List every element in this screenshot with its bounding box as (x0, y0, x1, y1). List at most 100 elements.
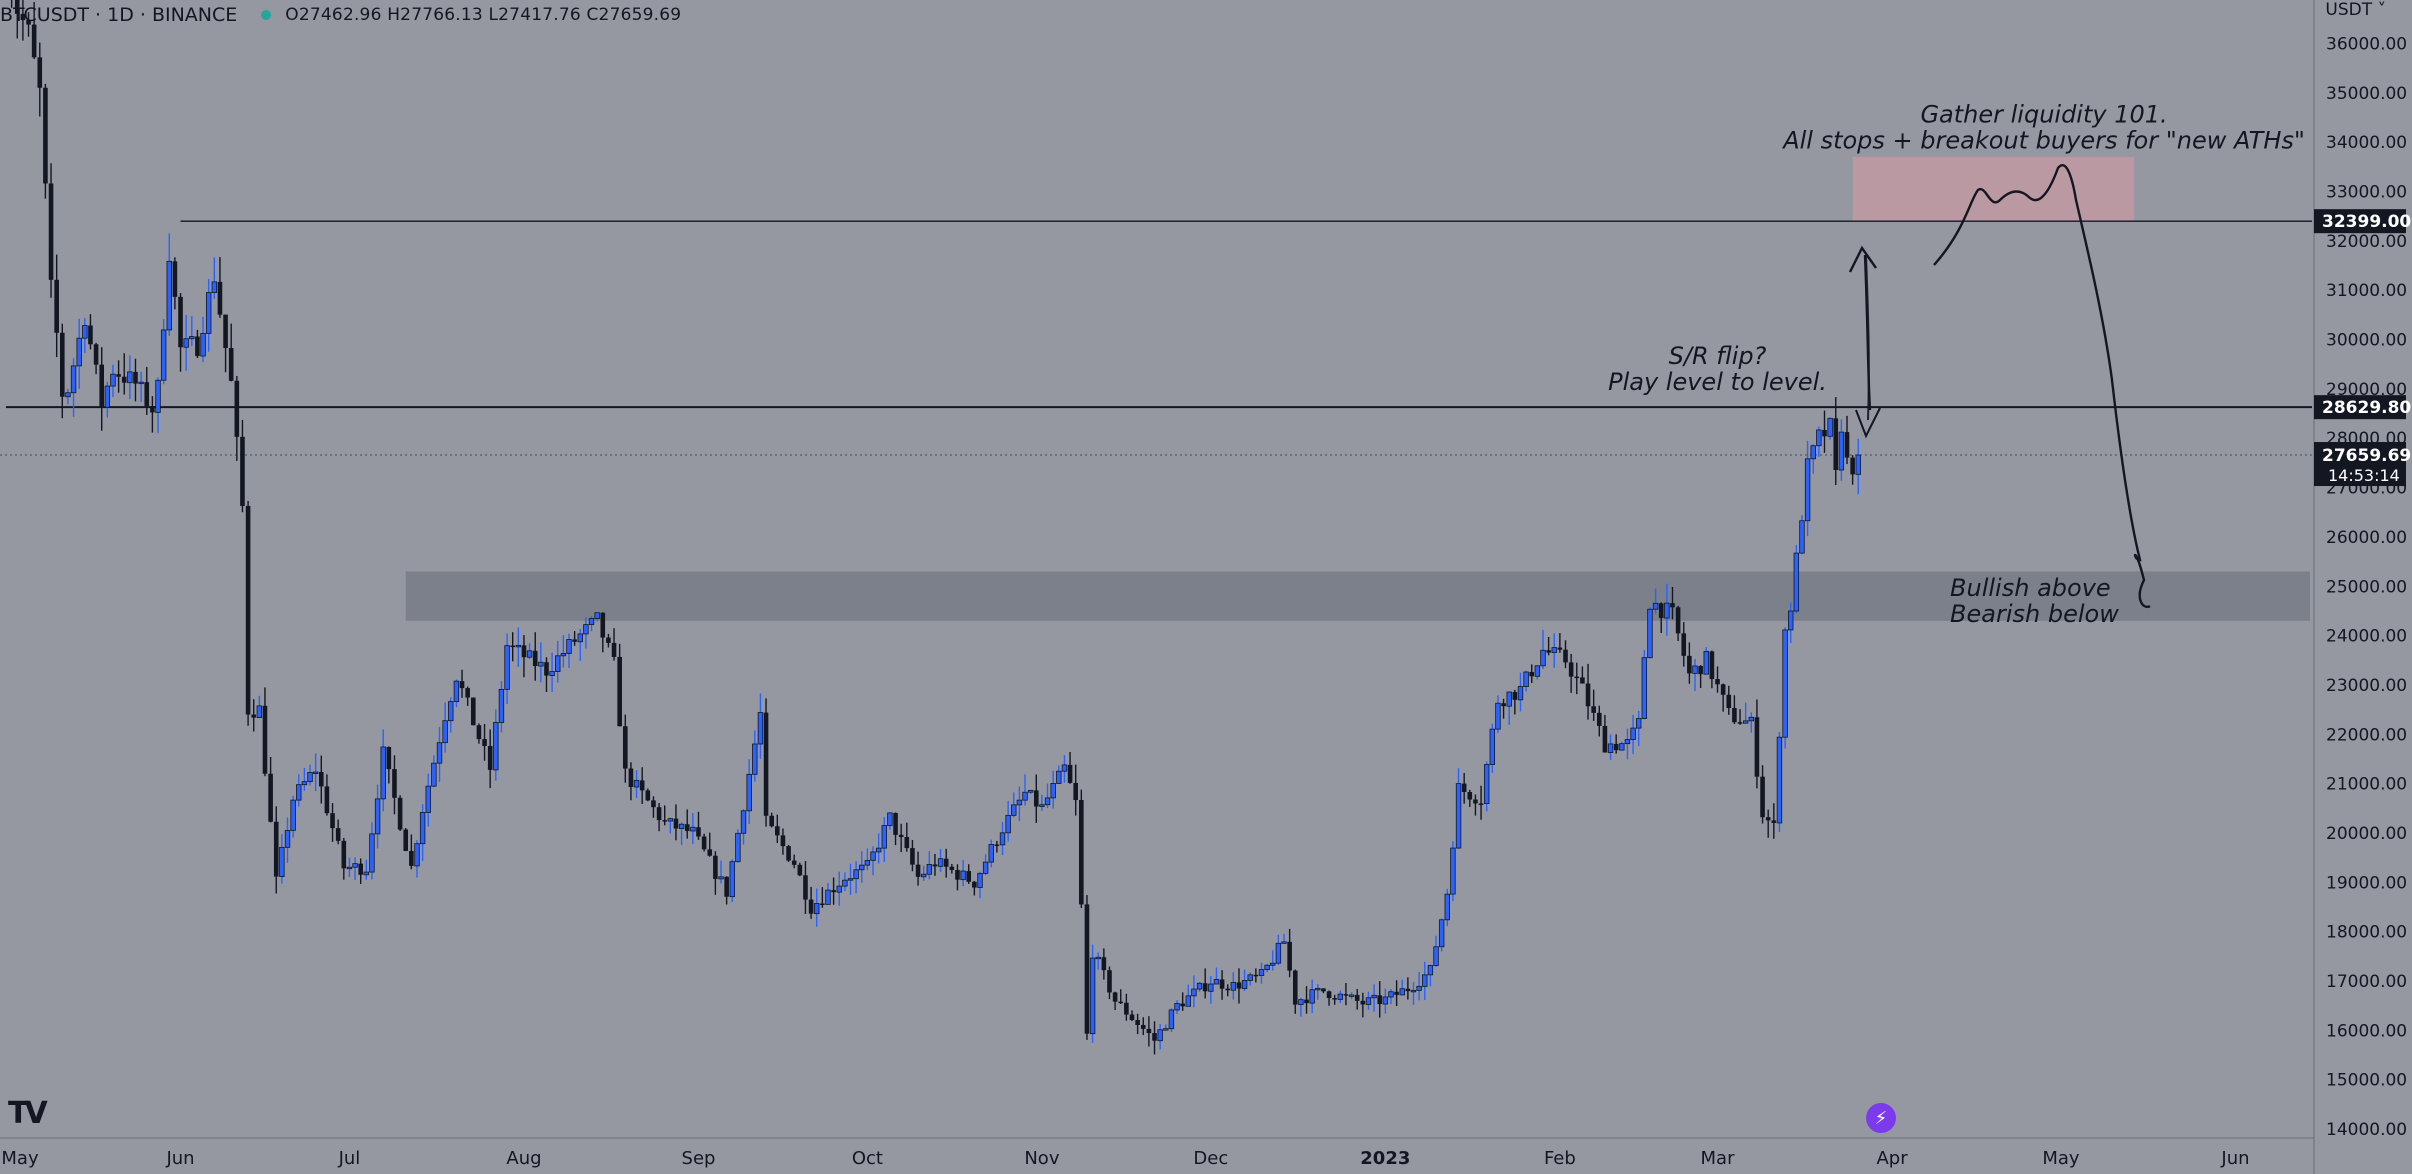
candle-body (864, 859, 871, 866)
candle-body (374, 798, 381, 835)
candle-body (1112, 992, 1118, 1002)
candle-body (1146, 1028, 1152, 1034)
time-tick-label: Aug (506, 1148, 541, 1169)
drawings-layer (1848, 164, 2151, 609)
candle-body (301, 781, 308, 786)
time-axis[interactable]: May Jun Jul Aug Sep Oct Nov Dec 2023 Feb Mar Apr May… (0, 1137, 2314, 1169)
candle-body (1658, 603, 1664, 619)
candle-body (1444, 893, 1450, 921)
candle-body (1140, 1024, 1146, 1029)
candle-body (1422, 974, 1428, 987)
annotation-text: S/R flip? (1669, 342, 1767, 370)
price-tick-label: 25000.00 (2326, 577, 2407, 597)
candle-body (1365, 997, 1372, 1005)
candle-body (1760, 776, 1765, 818)
candle-body (127, 371, 133, 384)
candle-body (268, 773, 273, 822)
candle-body (1619, 743, 1625, 751)
candle-body (1348, 994, 1355, 997)
candle-body (763, 712, 769, 816)
candle-body (887, 812, 893, 826)
candle-body (1196, 982, 1203, 990)
candle-body (453, 680, 460, 703)
candle-body (1596, 712, 1602, 726)
candle-body (358, 863, 363, 875)
candle-body (1765, 817, 1771, 821)
candle-body (583, 624, 589, 635)
annotation-text: Bearish below (1950, 600, 2119, 628)
candle-body (183, 338, 189, 348)
currency-selector[interactable]: USDT ˅ (2325, 0, 2386, 20)
candle-body (1816, 429, 1822, 447)
candle-body (510, 645, 515, 648)
candle-body (994, 844, 1000, 846)
candle-body (178, 296, 183, 348)
candle-body (836, 885, 842, 893)
candle-body (324, 786, 330, 814)
candle-body (566, 639, 572, 654)
last-price-label: 27659.69 (2322, 446, 2411, 466)
candle-body (1258, 969, 1265, 976)
candle-body (1630, 727, 1636, 740)
candle-body (1664, 602, 1670, 619)
candle-body (104, 385, 111, 408)
candle-body (133, 371, 138, 384)
candle-body (1163, 1028, 1169, 1031)
candle-body (386, 746, 392, 770)
candle-body (1551, 647, 1557, 653)
candle-body (831, 890, 836, 893)
candle-body (54, 279, 59, 333)
candle-body (26, 20, 31, 25)
candle-body (898, 834, 904, 837)
candle-body (1124, 1002, 1129, 1015)
candle-body (769, 815, 774, 827)
price-tick-label: 31000.00 (2326, 281, 2407, 301)
candle-body (1698, 665, 1703, 675)
liquidity-grab-path (1933, 164, 2151, 609)
candle-body (200, 333, 206, 357)
candle-body (110, 373, 116, 387)
candle-body (611, 642, 617, 657)
candle-body (256, 705, 263, 718)
candle-body (217, 281, 223, 315)
candle-body (960, 870, 966, 881)
candle-body (1726, 694, 1732, 709)
candle-body (1467, 791, 1473, 800)
candle-body (1804, 458, 1811, 522)
candle-body (1473, 799, 1478, 804)
candle-body (1298, 999, 1304, 1005)
candle-body (875, 847, 882, 853)
candle-body (1005, 814, 1011, 834)
price-axis[interactable]: 14000.00 15000.00 16000.00 17000.00 18000.00… (2313, 0, 2412, 1174)
candle-body (1360, 1000, 1366, 1005)
support-resistance-zone (405, 571, 2311, 621)
candle-body (211, 281, 218, 293)
candle-body (1715, 679, 1720, 685)
price-tick-label: 26000.00 (2326, 528, 2407, 548)
candle-body (932, 864, 938, 867)
candle-body (999, 832, 1006, 846)
candle-body (1321, 988, 1326, 992)
candle-body (290, 799, 296, 831)
candle-body (881, 825, 887, 849)
candle-body (667, 818, 674, 822)
time-tick-label: Oct (852, 1148, 883, 1169)
candle-body (915, 864, 921, 877)
candle-body (1855, 454, 1861, 475)
candle-body (1754, 717, 1760, 777)
level-price-label: 28629.80 (2322, 398, 2411, 418)
candle-body (1580, 677, 1585, 684)
ohlc-readout: O27462.96 H27766.13 L27417.76 C27659.69 (285, 5, 682, 25)
candle-body (234, 380, 240, 437)
candle-body (740, 810, 747, 834)
candle-body (121, 376, 127, 383)
candle-body (1534, 665, 1541, 677)
candle-body (1517, 686, 1524, 701)
symbol-title[interactable]: BTCUSDT · 1D · BINANCE (0, 4, 238, 26)
candle-body (380, 746, 386, 800)
candle-body (1287, 941, 1292, 971)
tradingview-logo-icon[interactable]: TV (8, 1096, 48, 1131)
lightning-icon[interactable]: ⚡ (1866, 1103, 1896, 1133)
